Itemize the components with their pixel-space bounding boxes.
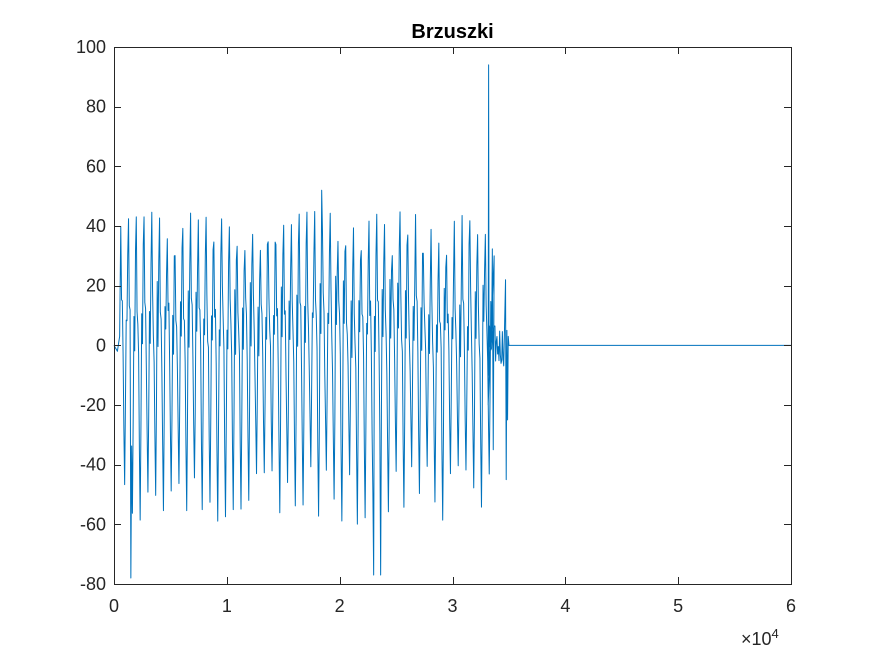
x-axis-exponent-label: ×104	[741, 626, 779, 650]
chart-title: Brzuszki	[411, 21, 493, 43]
y-tick-label: 80	[86, 97, 106, 117]
x-tick-label: 3	[447, 596, 457, 616]
series-layer	[113, 64, 791, 579]
y-tick-label: -20	[80, 395, 106, 415]
y-tick-label: 60	[86, 156, 106, 176]
x-tick-label: 5	[673, 596, 683, 616]
x-tick-label: 6	[786, 596, 796, 616]
x-tick-label: 2	[335, 596, 345, 616]
x-exponent-base: ×10	[741, 629, 772, 649]
y-tick-label: 0	[96, 335, 106, 355]
y-tick-label: -80	[80, 574, 106, 594]
y-tick-label: -40	[80, 455, 106, 475]
x-tick-label: 4	[560, 596, 570, 616]
y-tick-label: 100	[76, 37, 106, 57]
y-tick-label: -60	[80, 514, 106, 534]
y-tick-label: 40	[86, 216, 106, 236]
plot-area	[114, 47, 791, 584]
y-tick-label: 20	[86, 276, 106, 296]
x-tick-label: 1	[222, 596, 232, 616]
x-tick-label: 0	[109, 596, 119, 616]
x-exponent-power: 4	[772, 626, 779, 641]
series-line	[113, 64, 791, 579]
x-axis: 0 1 2 3 4 5 6	[109, 47, 796, 616]
y-axis: -80 -60 -40 -20 0 20 40 60 80 100	[76, 37, 791, 594]
